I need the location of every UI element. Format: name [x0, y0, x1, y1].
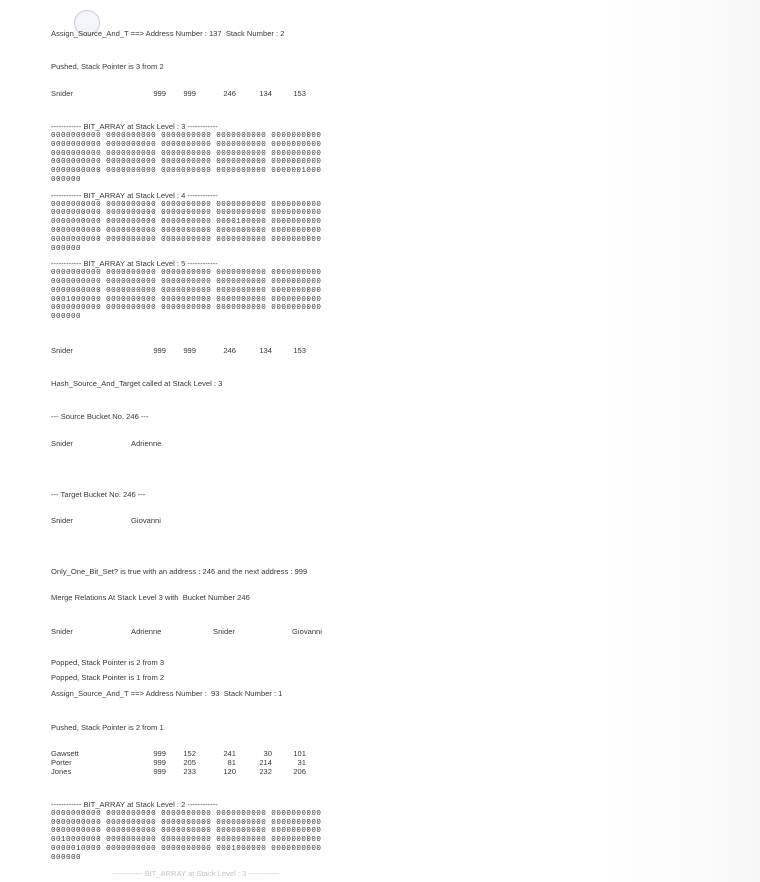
- merged-item: Snider: [51, 626, 73, 636]
- record-value: 153: [293, 88, 306, 98]
- bit-array-row: 0010000000 0000000000 0000000000 0000000…: [51, 836, 322, 845]
- merge-block: Only_One_Bit_Set? is true with an addres…: [51, 550, 760, 620]
- bit-array-level-3: ------------ BIT_ARRAY at Stack Level : …: [51, 122, 760, 185]
- bit-array-header: ------------ BIT_ARRAY at Stack Level : …: [51, 190, 218, 200]
- pushed-block-1: Pushed, Stack Pointer is 3 from 2 Snider…: [51, 46, 760, 116]
- record-value: 120: [223, 766, 236, 776]
- record-value: 101: [293, 748, 306, 758]
- record-name: Snider: [51, 88, 73, 98]
- assign-line-1: Assign_Source_And_T ==> Address Number :…: [51, 29, 285, 38]
- record-value: 241: [223, 748, 236, 758]
- scan-smudge: [74, 10, 100, 36]
- bit-array-header: ------------ BIT_ARRAY at Stack Level : …: [51, 799, 218, 809]
- bit-array-header: ------------ BIT_ARRAY at Stack Level : …: [51, 122, 218, 132]
- target-partner: Giovanni: [131, 516, 161, 526]
- bit-array-row: 0000000000 0000000000 0000000000 0000000…: [51, 149, 322, 158]
- source-partner: Adrienne: [131, 438, 162, 448]
- record-value: 134: [259, 345, 272, 355]
- record-value: 153: [293, 345, 306, 355]
- record-value: 214: [259, 757, 272, 767]
- bit-array-row: 0000000000 0000000000 0000000000 0000000…: [51, 209, 322, 218]
- target-bucket-header: --- Target Bucket No. 246 ---: [51, 489, 146, 499]
- bit-array-row: 000000: [51, 244, 82, 253]
- record-value: 999: [183, 88, 196, 98]
- record-value: 246: [223, 345, 236, 355]
- source-bucket-header: --- Source Bucket No. 246 ---: [51, 412, 149, 422]
- bit-array-header: ------------ BIT_ARRAY at Stack Level : …: [51, 259, 218, 269]
- record-list: Snider 999 999 246 134 153: [51, 88, 760, 99]
- record-value: 999: [153, 748, 166, 758]
- record-value: 233: [183, 766, 196, 776]
- record-name: Jones: [51, 766, 72, 776]
- record-name: Porter: [51, 757, 72, 767]
- bit-array-level-4: ------------ BIT_ARRAY at Stack Level : …: [51, 190, 760, 254]
- bit-array-row: 0000000000 0000000000 0000000000 0000000…: [51, 827, 322, 836]
- record-row: Porter 999 205 81 214 31: [51, 757, 760, 768]
- bit-array-row: 0000000000 0000000000 0000000000 0000000…: [51, 200, 322, 209]
- pushed-line: Pushed, Stack Pointer is 2 from 1: [51, 722, 164, 732]
- bit-array-row: 0000010000 0000000000 0000000000 0001000…: [51, 844, 322, 853]
- record-value: 999: [153, 766, 166, 776]
- bit-array-row: 0000000000 0000000000 0000000000 0000000…: [51, 809, 322, 818]
- bit-array-row: 0000000000 0000000000 0000000000 0000000…: [51, 304, 322, 313]
- record-row: Jones 999 233 120 232 206: [51, 766, 760, 777]
- merged-item: Snider: [213, 626, 235, 636]
- record-value: 134: [259, 88, 272, 98]
- record-row: Snider 999 999 246 134 153: [51, 345, 760, 356]
- bit-array-row: 0000000000 0000000000 0000000000 0000000…: [51, 131, 322, 140]
- merged-item: Giovanni: [292, 626, 322, 636]
- pushed-block-2: Pushed, Stack Pointer is 2 from 1 Gawset…: [51, 706, 760, 794]
- record-value: 999: [153, 88, 166, 98]
- record-list: Gawsett 999 152 241 30 101 Porter 999 205 81 214 31…: [51, 748, 760, 777]
- bit-array-row: 0000000000 0000000000 0000000000 0000000…: [51, 140, 322, 149]
- bit-array-level-5: ------------ BIT_ARRAY at Stack Level : …: [51, 260, 760, 322]
- bit-array-row: 0000000000 0000000000 0000000000 0000000…: [51, 226, 322, 235]
- target-name: Snider: [51, 516, 73, 526]
- record-value: 31: [297, 757, 306, 767]
- bit-array-row: 0000000000 0000000000 0000000000 0000100…: [51, 218, 322, 227]
- record-value: 30: [263, 748, 272, 758]
- record-value: 81: [227, 757, 236, 767]
- cutoff-header: ------------ BIT_ARRAY at Stack Level : …: [112, 868, 279, 878]
- record-value: 152: [183, 748, 196, 758]
- merge-line: Merge Relations At Stack Level 3 with Bu…: [51, 593, 250, 603]
- popped-line-2: Popped, Stack Pointer is 1 from 2: [51, 673, 165, 683]
- record-block-2: Snider 999 999 246 134 153: [51, 329, 760, 373]
- source-name: Snider: [51, 438, 73, 448]
- bit-array-level-2: ------------ BIT_ARRAY at Stack Level : …: [51, 799, 760, 863]
- target-bucket: --- Target Bucket No. 246 --- Snider Giov…: [51, 473, 760, 543]
- bit-array-row: 0000000000 0000000000 0000000000 0000000…: [51, 818, 322, 827]
- bit-array-row: 0000000000 0000000000 0000000000 0000000…: [51, 286, 322, 295]
- record-value: 206: [293, 766, 306, 776]
- bit-array-row: 0000000000 0000000000 0000000000 0000000…: [51, 277, 322, 286]
- record-row: Gawsett 999 152 241 30 101: [51, 748, 760, 759]
- record-name: Gawsett: [51, 748, 79, 758]
- record-value: 232: [259, 766, 272, 776]
- only-one-bit-line: Only_One_Bit_Set? is true with an addres…: [51, 567, 308, 577]
- source-bucket: --- Source Bucket No. 246 --- Snider Adri…: [51, 396, 760, 466]
- hash-line: Hash_Source_And_Target called at Stack L…: [51, 378, 223, 388]
- record-row: Snider 999 999 246 134 153: [51, 88, 760, 99]
- record-value: 246: [223, 88, 236, 98]
- record-name: Snider: [51, 345, 73, 355]
- bit-array-row: 0000000000 0000000000 0000000000 0000000…: [51, 269, 322, 278]
- record-value: 205: [183, 757, 196, 767]
- pushed-line: Pushed, Stack Pointer is 3 from 2: [51, 62, 164, 72]
- merged-relations: Snider Adrienne Snider Giovanni: [51, 626, 760, 637]
- bit-array-row: 0001000000 0000000000 0000000000 0000000…: [51, 295, 322, 304]
- record-value: 999: [183, 345, 196, 355]
- merged-item: Adrienne: [131, 626, 162, 636]
- assign-line-2: Assign_Source_And_T ==> Address Number :…: [51, 689, 283, 699]
- bit-array-row: 000000: [51, 175, 82, 184]
- bit-array-row: 0000000000 0000000000 0000000000 0000000…: [51, 167, 322, 176]
- popped-line-1: Popped, Stack Pointer is 2 from 3: [51, 657, 165, 667]
- record-list: Snider 999 999 246 134 153: [51, 345, 760, 356]
- record-value: 999: [153, 345, 166, 355]
- bit-array-row: 000000: [51, 313, 82, 322]
- bit-array-row: 0000000000 0000000000 0000000000 0000000…: [51, 235, 322, 244]
- bit-array-row: 0000000000 0000000000 0000000000 0000000…: [51, 158, 322, 167]
- record-value: 999: [153, 757, 166, 767]
- bit-array-row: 000000: [51, 853, 82, 862]
